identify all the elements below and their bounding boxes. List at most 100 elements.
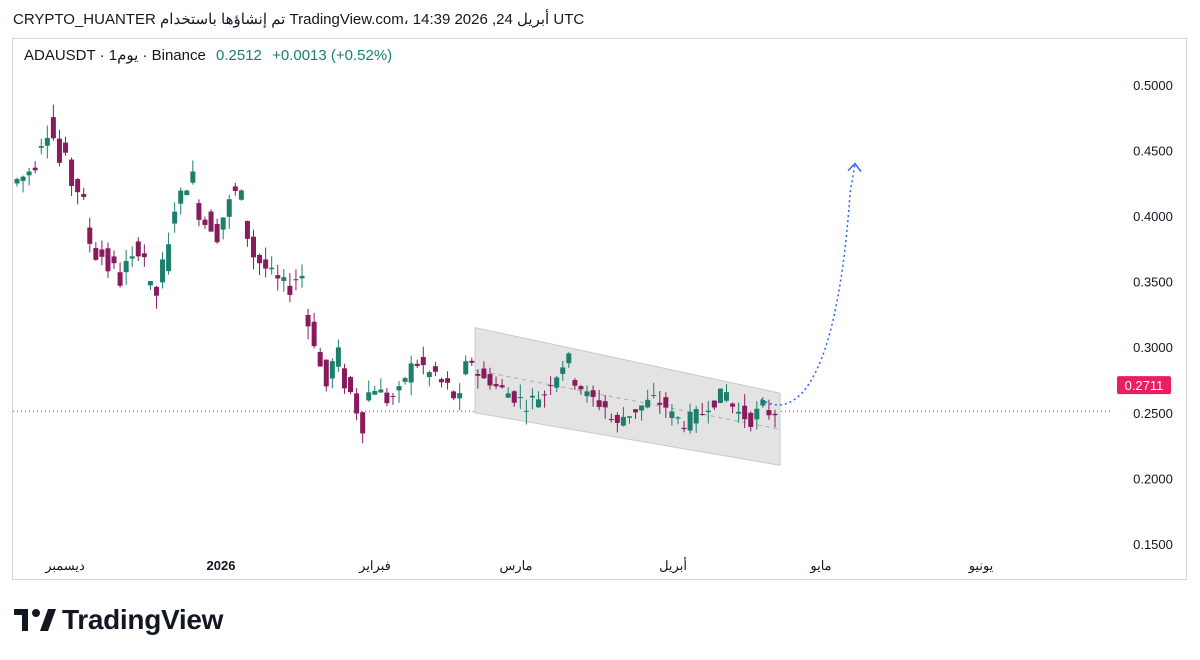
candle-body [75, 179, 81, 193]
candle-body [153, 286, 159, 296]
candle-body [681, 427, 687, 430]
candle-body [390, 396, 396, 398]
candle-body [293, 279, 299, 281]
candle-body [608, 419, 614, 421]
candle-body [329, 361, 335, 379]
descending-channel [474, 326, 781, 466]
candle-body [384, 392, 390, 404]
tradingview-logo-icon [14, 609, 56, 631]
candle-body [602, 401, 608, 408]
candle-body [523, 410, 529, 412]
candle-body [633, 409, 639, 413]
candle-body [299, 275, 305, 279]
candle-body [675, 417, 681, 419]
candle-body [584, 391, 590, 397]
candle-body [232, 186, 238, 191]
candle-body [105, 248, 111, 272]
candle-body [560, 367, 566, 374]
chart-plot[interactable]: 0.55000.50000.45000.40000.35000.30000.25… [13, 39, 1188, 581]
candle-body [663, 397, 669, 408]
x-tick-label: مايو [809, 558, 831, 574]
candle-body [487, 374, 493, 386]
candle-body [766, 410, 772, 416]
candle-body [457, 393, 463, 399]
last-price: 0.2512 [216, 47, 262, 64]
candle-body [499, 385, 505, 388]
candle-body [554, 377, 560, 388]
candle-body [366, 392, 372, 401]
y-tick-label: 0.5000 [1133, 78, 1173, 93]
candle-body [69, 159, 75, 186]
candle-body [408, 363, 414, 383]
price-tag-label: 0.2711 [1125, 378, 1164, 393]
candle-body [420, 357, 426, 366]
candle-body [772, 413, 778, 416]
candle-body [281, 277, 287, 281]
candle-body [645, 399, 651, 408]
candle-body [250, 236, 256, 258]
candle-body [123, 261, 129, 273]
candle-body [44, 137, 50, 146]
candle-body [723, 392, 729, 401]
candle-body [445, 378, 451, 383]
chart-header: CRYPTO_HUANTER تم إنشاؤها باستخدام Tradi… [13, 11, 585, 28]
candle-body [748, 412, 754, 428]
chart-frame: 0.55000.50000.45000.40000.35000.30000.25… [12, 38, 1187, 580]
candle-body [50, 117, 56, 139]
candle-body [742, 405, 748, 420]
candle-body [354, 393, 360, 414]
candle-body [505, 393, 511, 398]
price-change: +0.0013 (+0.52%) [272, 47, 393, 64]
candle-body [372, 390, 378, 395]
candle-body [214, 223, 220, 243]
candle-body [81, 193, 87, 197]
candle-body [396, 386, 402, 391]
candle-body [542, 394, 548, 396]
x-tick-label: يونيو [968, 558, 994, 574]
candle-body [475, 373, 481, 376]
candle-body [699, 414, 705, 416]
candle-body [141, 253, 147, 258]
candle-body [275, 275, 281, 279]
candle-body [687, 411, 693, 431]
candle-body [639, 405, 645, 411]
candle-body [341, 368, 347, 389]
y-tick-label: 0.1500 [1133, 537, 1173, 552]
candle-body [263, 259, 269, 269]
tradingview-logo: TradingView [14, 604, 223, 636]
price-tag-box [1117, 376, 1171, 395]
candle-body [269, 267, 275, 270]
candle-body [451, 391, 457, 399]
candle-body [335, 347, 341, 367]
candle-body [135, 241, 141, 257]
candle-body [178, 190, 184, 204]
candle-body [529, 395, 535, 398]
candle-body [56, 138, 62, 163]
y-tick-label: 0.3500 [1133, 275, 1173, 290]
candle-body [669, 411, 675, 419]
symbol-label: ADAUSDT · 1يوم · Binance [24, 47, 206, 64]
candle-body [166, 244, 172, 272]
candle-body [287, 285, 293, 295]
candle-body [311, 321, 317, 347]
candle-body [711, 400, 717, 408]
candle-body [590, 390, 596, 398]
candle-body [463, 361, 469, 375]
x-tick-label: ديسمبر [44, 558, 85, 574]
candle-body [360, 412, 366, 434]
candle-body [493, 384, 499, 387]
candle-body [705, 410, 711, 413]
candle-body [244, 221, 250, 239]
candle-body [202, 219, 208, 225]
candle-body [511, 391, 517, 403]
candle-body [736, 411, 742, 414]
candle-body [184, 190, 190, 196]
y-tick-label: 0.3000 [1133, 340, 1173, 355]
candle-body [14, 179, 20, 184]
channel-midline [474, 369, 781, 430]
candle-body [578, 386, 584, 390]
candle-body [20, 176, 26, 181]
candle-body [760, 400, 766, 406]
x-tick-label: فبراير [358, 558, 391, 574]
candle-body [626, 416, 632, 418]
